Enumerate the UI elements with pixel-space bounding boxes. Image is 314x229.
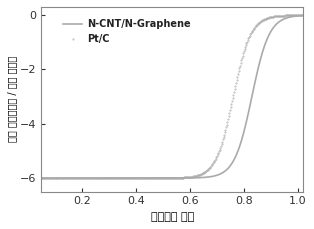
- N-CNT/N-Graphene: [192, 177, 195, 179]
- X-axis label: 电势（伏 特）: 电势（伏 特）: [150, 212, 194, 222]
- N-CNT/N-Graphene: [39, 177, 43, 180]
- Line: Pt/C: Pt/C: [41, 15, 304, 179]
- N-CNT/N-Graphene: [265, 38, 269, 41]
- Pt/C: [192, 175, 195, 178]
- Legend: N-CNT/N-Graphene, Pt/C: N-CNT/N-Graphene, Pt/C: [59, 16, 195, 48]
- N-CNT/N-Graphene: [206, 176, 210, 178]
- Pt/C: [55, 177, 59, 180]
- N-CNT/N-Graphene: [55, 177, 59, 180]
- Pt/C: [301, 14, 305, 16]
- Pt/C: [206, 168, 210, 171]
- N-CNT/N-Graphene: [301, 14, 305, 17]
- N-CNT/N-Graphene: [198, 176, 202, 179]
- Y-axis label: 电流 密度（毫安 / 平方 厘米）: 电流 密度（毫安 / 平方 厘米）: [7, 56, 17, 142]
- N-CNT/N-Graphene: [238, 144, 242, 147]
- Pt/C: [238, 64, 242, 67]
- Pt/C: [265, 17, 269, 20]
- Line: N-CNT/N-Graphene: N-CNT/N-Graphene: [41, 16, 303, 178]
- Pt/C: [39, 177, 43, 180]
- Pt/C: [198, 173, 202, 176]
